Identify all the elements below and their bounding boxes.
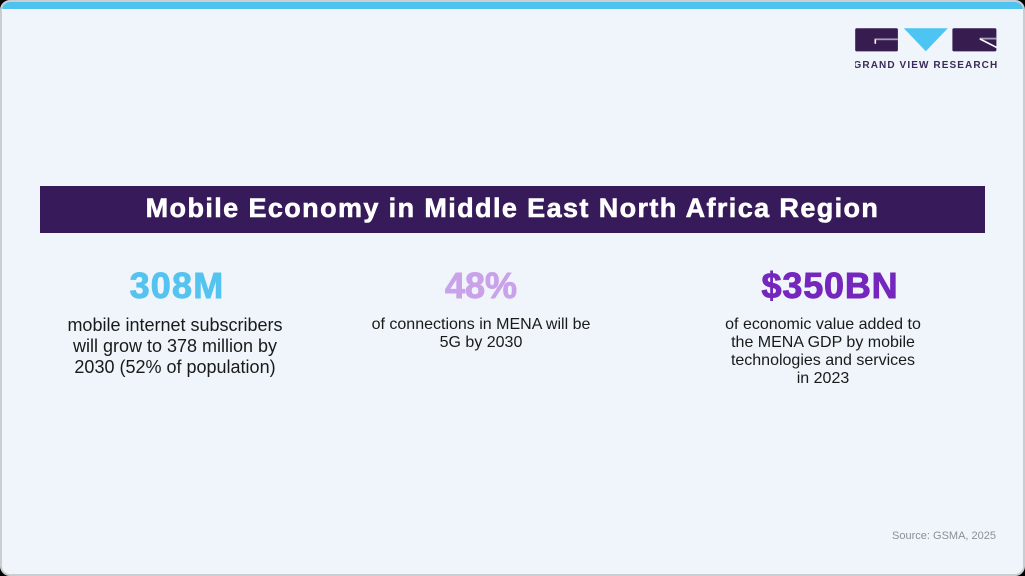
svg-text:GRAND VIEW RESEARCH: GRAND VIEW RESEARCH <box>855 60 997 71</box>
